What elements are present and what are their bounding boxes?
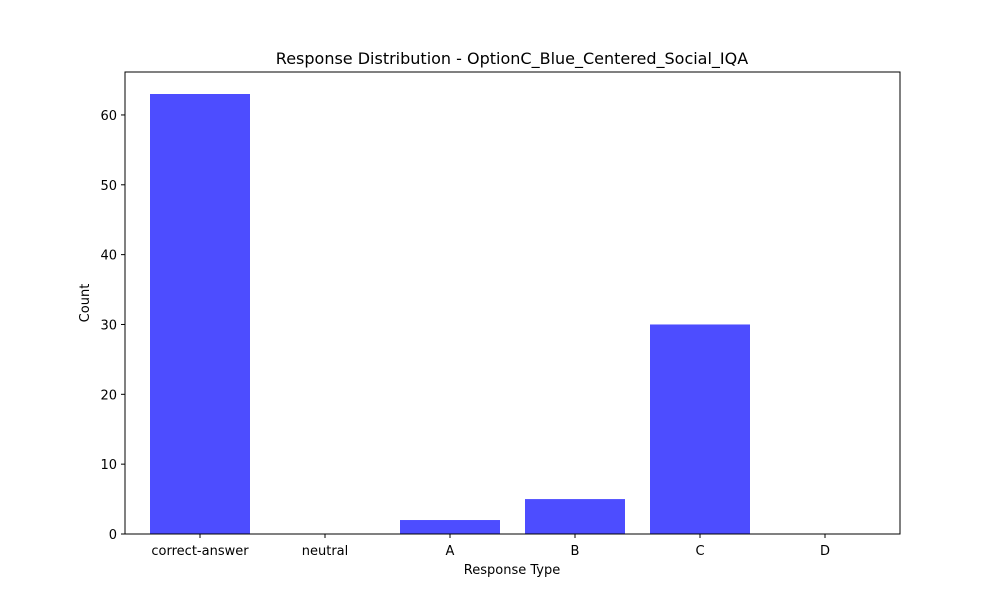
bar-a	[400, 520, 500, 534]
y-tick-label: 40	[100, 249, 117, 264]
bar-correct-answer	[150, 94, 250, 534]
bar-c	[650, 324, 750, 534]
x-tick-label: B	[571, 544, 580, 559]
y-axis-label: Count	[78, 284, 93, 323]
y-axis-ticks: 0 10 20 30 40 50 60	[100, 109, 125, 543]
x-tick-label: A	[446, 544, 455, 559]
plot-frame	[124, 71, 901, 535]
y-tick-label: 30	[100, 318, 117, 333]
x-tick-label: neutral	[302, 544, 349, 559]
y-tick-label: 60	[100, 109, 117, 124]
y-tick-label: 0	[109, 528, 117, 543]
x-tick-label: D	[820, 544, 830, 559]
y-tick-label: 10	[100, 458, 117, 473]
x-tick-label: correct-answer	[151, 544, 249, 559]
bars-group	[150, 94, 750, 534]
y-tick-label: 20	[100, 388, 117, 403]
y-tick-label: 50	[100, 179, 117, 194]
chart-title: Response Distribution - OptionC_Blue_Cen…	[276, 49, 748, 69]
x-axis-ticks: correct-answer neutral A B C D	[151, 534, 830, 559]
x-tick-label: C	[695, 544, 704, 559]
x-axis-label: Response Type	[464, 563, 560, 578]
bar-b	[525, 499, 625, 534]
